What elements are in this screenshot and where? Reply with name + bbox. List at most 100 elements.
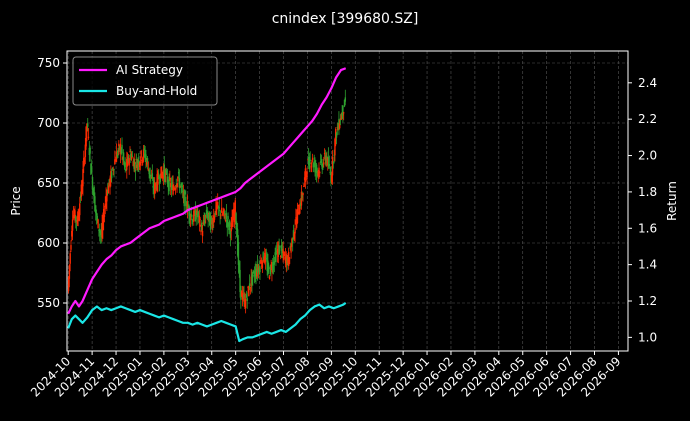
candle-body (115, 151, 118, 162)
candle-body (218, 207, 221, 209)
candle-body (233, 209, 236, 223)
candle-body (181, 190, 184, 192)
candle-body (93, 186, 95, 204)
candle-body (141, 161, 143, 164)
candle-body (253, 274, 256, 277)
candle-body (189, 217, 192, 219)
candle-body (150, 177, 153, 179)
candle-body (121, 144, 123, 154)
candle-body (299, 202, 302, 207)
candle-body (330, 172, 332, 183)
candle-body (152, 185, 154, 188)
candle-body (213, 215, 215, 223)
candle-body (275, 252, 277, 262)
candle-body (198, 215, 201, 223)
candle-body (211, 220, 213, 229)
candle-body (338, 118, 340, 130)
candle-body (323, 162, 325, 165)
candle-body (116, 154, 118, 157)
candle-body (205, 215, 207, 217)
candle-body (244, 299, 246, 307)
candle-body (277, 244, 280, 257)
candle-body (278, 245, 280, 255)
candle-body (205, 209, 208, 215)
candle-body (183, 190, 185, 207)
candle-body (113, 169, 115, 171)
candle-body (314, 160, 316, 173)
candle-body (190, 214, 193, 217)
y-left-tick-label: 600 (37, 236, 60, 250)
candle-body (246, 298, 248, 302)
candle-body (99, 230, 102, 236)
candle-body (329, 171, 331, 174)
candle-body (163, 164, 165, 176)
candle-body (74, 210, 76, 221)
candle-body (299, 207, 301, 214)
candle-body (220, 215, 222, 217)
y-right-axis: 1.0 1.2 1.4 1.6 1.8 2.0 2.2 2.4 (628, 76, 657, 344)
candle-body (302, 192, 304, 196)
candle-body (83, 159, 86, 163)
candle-body (197, 212, 199, 218)
candle-body (259, 267, 261, 273)
legend: AI Strategy Buy-and-Hold (72, 56, 218, 106)
candle-body (229, 230, 232, 238)
candle-body (134, 169, 137, 172)
candle-body (204, 221, 206, 224)
candle-body (110, 172, 113, 179)
chart-title: cnindex [399680.SZ] (272, 11, 419, 27)
candle-body (96, 215, 99, 220)
candle-body (124, 162, 126, 168)
candle-body (263, 259, 265, 263)
candle-body (287, 251, 290, 266)
candle-body (84, 144, 87, 158)
candle-body (265, 258, 268, 260)
candle-body (307, 159, 309, 161)
candle-body (72, 215, 75, 219)
candle-body (108, 179, 110, 183)
y-axis-label-left: Price (9, 186, 23, 215)
candle-body (91, 177, 94, 191)
candle-body (67, 277, 70, 292)
candle-body (225, 213, 228, 220)
candle-body (130, 153, 132, 160)
candle-body (224, 220, 227, 222)
candle-body (197, 211, 200, 217)
candle-body (226, 220, 228, 228)
candle-body (147, 168, 150, 171)
candle-body (126, 158, 128, 170)
y-right-tick-label: 1.4 (638, 258, 657, 272)
candle-body (339, 118, 342, 121)
candle-body (333, 154, 335, 156)
candle-body (92, 190, 95, 194)
candle-body (86, 123, 88, 132)
candle-body (212, 225, 214, 227)
candle-body (95, 205, 97, 214)
candle-body (78, 212, 80, 221)
candle-body (217, 202, 219, 209)
candle-body (289, 246, 291, 249)
series-line-1 (67, 301, 347, 343)
candle-body (264, 252, 266, 260)
candle-body (144, 153, 146, 160)
candle-body (327, 156, 330, 168)
candle-body (241, 293, 244, 300)
candle-body (98, 229, 100, 231)
candle-body (135, 158, 138, 160)
candle-body (199, 218, 201, 220)
candle-body (231, 217, 233, 222)
candle-body (175, 185, 177, 187)
candle-body (167, 182, 169, 187)
candle-body (282, 248, 284, 254)
candle-body (240, 291, 243, 297)
candle-body (266, 261, 268, 271)
candle-body (337, 126, 339, 131)
candle-body (169, 183, 172, 188)
candle-body (157, 172, 159, 185)
candle-body (97, 219, 99, 229)
candle-body (207, 215, 209, 219)
y-right-tick-label: 1.0 (638, 330, 657, 344)
candle-body (118, 143, 120, 147)
candle-body (168, 176, 170, 192)
candle-body (145, 154, 147, 160)
